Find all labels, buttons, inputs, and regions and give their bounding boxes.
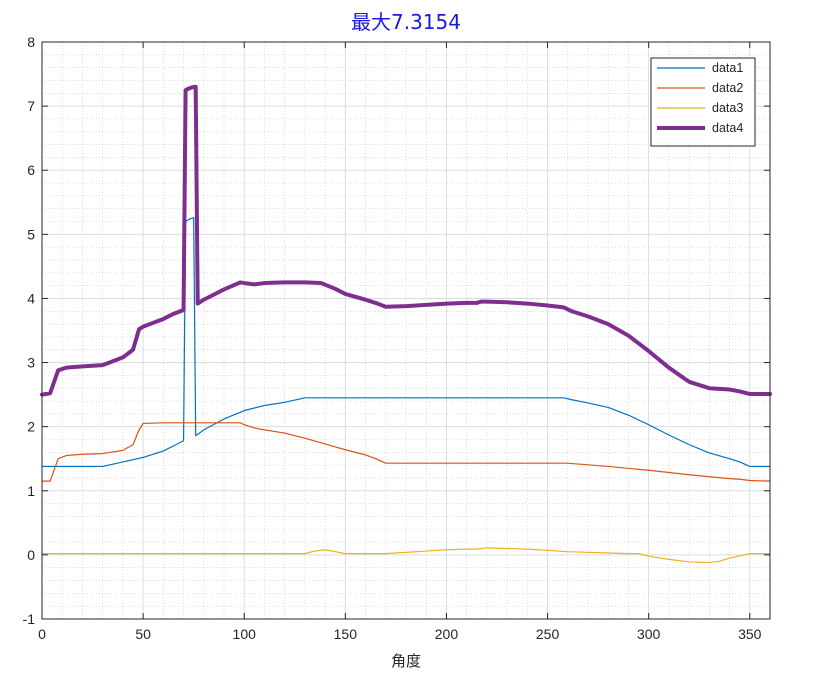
y-tick-label: -1 <box>23 611 36 627</box>
y-tick-label: 7 <box>27 98 35 114</box>
series-layer <box>40 84 772 564</box>
legend-label-data2: data2 <box>712 81 743 95</box>
series-line-data2 <box>41 422 771 482</box>
y-tick-label: 1 <box>27 483 35 499</box>
y-tick-label: 2 <box>27 419 35 435</box>
y-tick-label: 3 <box>27 355 35 371</box>
legend[interactable]: data1 data2 data3 data4 <box>650 57 756 147</box>
y-tick-label: 5 <box>27 226 35 242</box>
plot-border <box>41 41 771 620</box>
x-tick-label: 50 <box>135 626 151 642</box>
y-tick-label: 8 <box>27 34 35 50</box>
x-tick-label: 200 <box>435 626 459 642</box>
x-tick-label: 150 <box>334 626 358 642</box>
y-tick-label: 0 <box>27 547 35 563</box>
legend-label-data3: data3 <box>712 101 743 115</box>
y-tick-label: 4 <box>27 290 35 306</box>
x-tick-label: 0 <box>38 626 46 642</box>
legend-box <box>650 57 756 147</box>
series-line-data3 <box>41 547 771 564</box>
x-tick-label: 250 <box>536 626 560 642</box>
x-tick-label: 300 <box>637 626 661 642</box>
series-line-data4 <box>40 84 772 397</box>
x-tick-label: 350 <box>738 626 762 642</box>
series-line-data1 <box>41 217 771 468</box>
legend-label-data1: data1 <box>712 61 743 75</box>
chart-title: 最大7.3154 <box>351 10 461 34</box>
legend-label-data4: data4 <box>712 121 743 135</box>
x-tick-label: 100 <box>233 626 257 642</box>
x-axis-label: 角度 <box>391 652 421 670</box>
axis-ticks <box>41 41 770 620</box>
y-tick-label: 6 <box>27 162 35 178</box>
